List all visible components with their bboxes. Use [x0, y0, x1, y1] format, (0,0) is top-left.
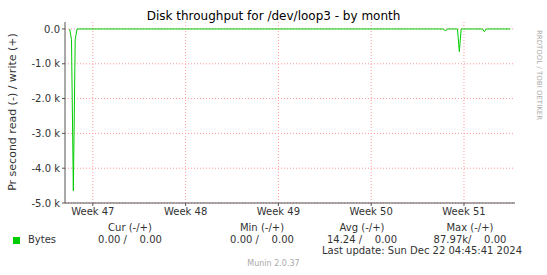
- svg-text:Week 48: Week 48: [164, 206, 207, 217]
- html-text:Pr second read (-) / write (+): Pr second read (-) / write (+): [5, 33, 19, 191]
- html-text:Avg (-/+): Avg (-/+): [339, 222, 385, 233]
- html-text:Cur (-/+): Cur (-/+): [108, 222, 152, 233]
- html-text:Bytes: Bytes: [28, 234, 57, 245]
- html-text:Last update: Sun Dec 22 04:45:: Last update: Sun Dec 22 04:45:41 2024: [322, 245, 522, 256]
- html-text:Munin 2.0.37: Munin 2.0.37: [247, 259, 300, 268]
- html-text:Disk throughput for /dev/loop3: Disk throughput for /dev/loop3 - by mont…: [146, 9, 401, 23]
- svg-text:Week 47: Week 47: [71, 206, 114, 217]
- html-text:Min (-/+): Min (-/+): [240, 222, 284, 233]
- html-text:14.24 / 0.00: 14.24 / 0.00: [326, 234, 398, 245]
- html-text:87.97k/ 0.00: 87.97k/ 0.00: [433, 234, 507, 245]
- html-text:RRDTOOL / TOBI OETIKER: RRDTOOL / TOBI OETIKER: [535, 29, 543, 121]
- svg-text:Week 51: Week 51: [442, 206, 485, 217]
- svg-text:Week 49: Week 49: [257, 206, 300, 217]
- svg-text:-1.0 k: -1.0 k: [32, 58, 61, 69]
- html-text:0.00 / 0.00: 0.00 / 0.00: [98, 234, 162, 245]
- html-text:0.00 / 0.00: 0.00 / 0.00: [230, 234, 294, 245]
- svg-text:-2.0 k: -2.0 k: [32, 93, 61, 104]
- svg-text:-4.0 k: -4.0 k: [32, 163, 61, 174]
- svg-text:Week 50: Week 50: [350, 206, 393, 217]
- svg-text:0.0: 0.0: [44, 24, 60, 35]
- svg-text:-5.0 k: -5.0 k: [32, 198, 61, 209]
- svg-text:-3.0 k: -3.0 k: [32, 128, 61, 139]
- html-text:Max (-/+): Max (-/+): [446, 222, 494, 233]
